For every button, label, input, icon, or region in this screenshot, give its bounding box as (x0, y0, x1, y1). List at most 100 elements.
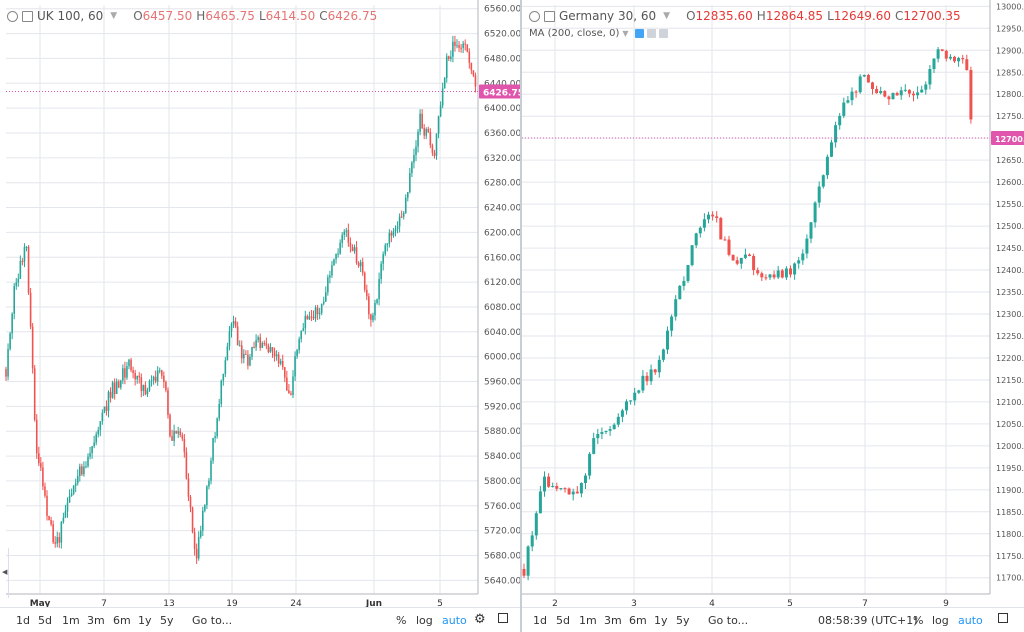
minimize-icon[interactable] (22, 10, 33, 22)
candle-body (107, 391, 110, 411)
range-1d-button[interactable]: 1d (533, 614, 547, 627)
range-1y-button[interactable]: 1y (138, 614, 152, 627)
candle-body (202, 510, 204, 531)
y-tick-label: 6120.00 (484, 278, 520, 288)
candle-body (83, 466, 85, 475)
candle-body (56, 537, 59, 544)
eye-icon[interactable] (634, 29, 644, 38)
candlestick-chart-germany30[interactable]: 13000.0 12950.0 12900.0 12850.0 12800.0 12750… (522, 0, 1024, 632)
candle-body (612, 424, 616, 430)
current-price-tag (479, 84, 520, 99)
range-5y-button[interactable]: 5y (160, 614, 174, 627)
candle-body (60, 521, 63, 543)
range-6m-button[interactable]: 6m (629, 614, 647, 627)
range-1m-button[interactable]: 1m (62, 614, 80, 627)
candle-body (821, 175, 825, 187)
candle-body (396, 226, 399, 229)
auto-toggle[interactable]: auto (958, 614, 983, 627)
candle-body (5, 369, 7, 377)
candle-body (277, 354, 280, 364)
pane-divider[interactable] (520, 0, 522, 632)
candle-body (366, 289, 368, 297)
y-tick-label: 6040.00 (484, 328, 520, 338)
range-1d-button[interactable]: 1d (16, 614, 30, 627)
range-1m-button[interactable]: 1m (579, 614, 597, 627)
candle-body (592, 438, 596, 454)
symbol-name[interactable]: Germany 30, 60 (559, 9, 657, 23)
goto-button[interactable]: Go to... (708, 614, 749, 627)
candle-body (31, 326, 34, 369)
candle-body (953, 56, 956, 62)
symbol-name[interactable]: UK 100, 60 (37, 9, 104, 23)
candle-body (11, 313, 13, 334)
candle-body (361, 262, 364, 273)
candle-body (91, 446, 93, 454)
chart-pane-uk100[interactable]: 6560.00 6520.00 6480.00 6440.00 6400.00 6360.… (0, 0, 520, 632)
candle-body (290, 393, 292, 395)
chevron-down-icon[interactable]: ▼ (110, 11, 118, 21)
candle-body (204, 505, 206, 511)
indicator-label[interactable]: MA (200, close, 0) (529, 28, 620, 39)
range-6m-button[interactable]: 6m (113, 614, 131, 627)
log-toggle[interactable]: log (932, 614, 949, 627)
range-5d-button[interactable]: 5d (556, 614, 570, 627)
candle-body (588, 453, 592, 476)
candle-body (189, 496, 192, 508)
percent-toggle[interactable]: % (396, 614, 407, 627)
candle-body (743, 254, 747, 258)
candle-body (797, 260, 801, 264)
candle-body (661, 349, 665, 360)
range-5y-button[interactable]: 5y (676, 614, 690, 627)
gear-icon[interactable]: ⚙ (474, 612, 486, 627)
log-toggle[interactable]: log (416, 614, 433, 627)
goto-button[interactable]: Go to... (192, 614, 233, 627)
y-tick-label: 6480.00 (484, 54, 520, 64)
chart-pane-germany30[interactable]: 13000.0 12950.0 12900.0 12850.0 12800.0 12750… (522, 0, 1024, 632)
candle-body (409, 173, 411, 193)
y-tick-label: 6560.00 (484, 5, 520, 15)
percent-toggle[interactable]: % (913, 614, 924, 627)
indicator-legend[interactable]: MA (200, close, 0) ▼ (529, 28, 668, 39)
candle-body (212, 437, 214, 461)
candle-body (817, 186, 821, 203)
scroll-left-icon[interactable]: ◀ (2, 568, 8, 576)
candle-body (772, 274, 776, 278)
range-3m-button[interactable]: 3m (604, 614, 622, 627)
candle-body (158, 370, 161, 372)
candle-body (616, 416, 620, 425)
fullscreen-icon[interactable] (998, 613, 1008, 623)
candle-body (281, 361, 284, 368)
y-tick-label: 11900.0 (996, 486, 1024, 495)
candle-body (678, 285, 682, 300)
candle-body (903, 89, 907, 91)
fullscreen-icon[interactable] (498, 613, 508, 623)
chevron-down-icon[interactable]: ▼ (622, 29, 629, 38)
candle-body (555, 485, 559, 489)
candle-body (825, 156, 829, 176)
candle-body (286, 377, 288, 391)
candle-body (462, 43, 464, 48)
range-5d-button[interactable]: 5d (38, 614, 52, 627)
settings-icon[interactable] (646, 29, 656, 38)
candle-body (185, 452, 188, 479)
close-icon[interactable] (658, 29, 668, 38)
candlestick-chart-uk100[interactable]: 6560.00 6520.00 6480.00 6440.00 6400.00 6360.… (0, 0, 520, 632)
candle-body (97, 430, 100, 435)
chevron-down-icon[interactable]: ▼ (663, 11, 671, 21)
range-1y-button[interactable]: 1y (654, 614, 668, 627)
candle-body (378, 279, 380, 300)
collapse-icon[interactable] (7, 10, 18, 22)
candle-body (355, 247, 358, 263)
candle-body (400, 216, 403, 218)
y-tick-label: 6360.00 (484, 129, 520, 139)
y-tick-label: 5720.00 (484, 527, 520, 537)
candle-body (263, 342, 266, 344)
candle-body (466, 44, 469, 52)
minimize-icon[interactable] (544, 10, 555, 22)
auto-toggle[interactable]: auto (442, 614, 467, 627)
candle-body (382, 254, 384, 264)
collapse-icon[interactable] (529, 10, 540, 22)
clock-label[interactable]: 08:58:39 (UTC+1) (818, 614, 918, 627)
scroll-handle[interactable] (0, 548, 9, 598)
range-3m-button[interactable]: 3m (87, 614, 105, 627)
